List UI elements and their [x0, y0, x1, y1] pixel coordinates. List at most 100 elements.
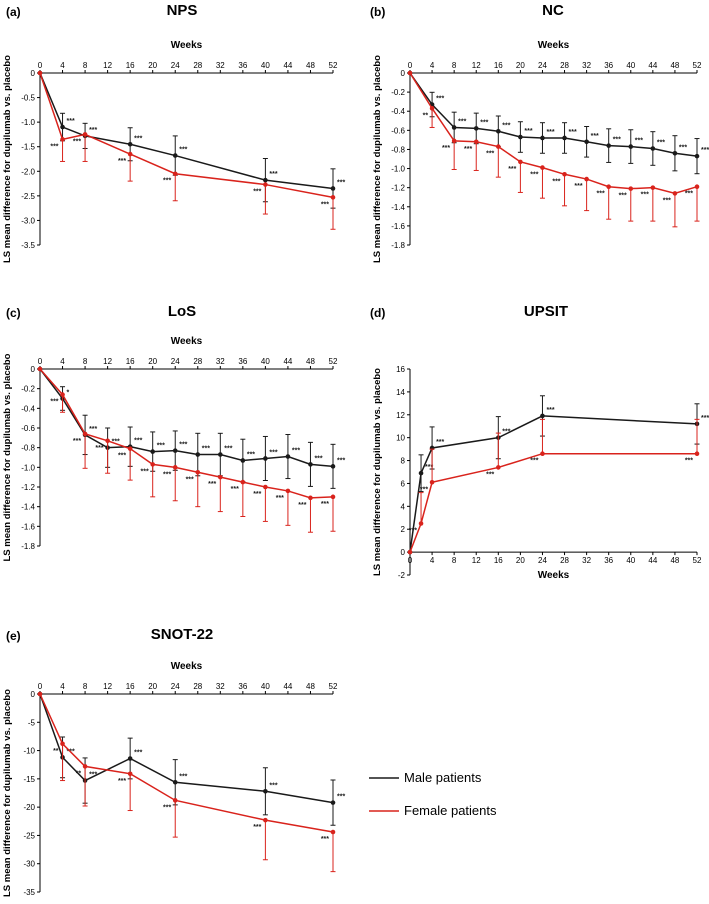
data-point	[263, 789, 268, 794]
x-tick-label: 4	[60, 61, 65, 70]
series-line	[409, 72, 698, 157]
error-bar	[650, 187, 656, 222]
x-tick-label: 20	[516, 61, 525, 70]
data-point	[240, 479, 246, 485]
data-point	[407, 70, 413, 76]
y-tick-label: 8	[401, 457, 406, 466]
x-tick-label: 40	[261, 682, 270, 691]
error-bar	[672, 193, 678, 228]
significance-label: ***	[321, 501, 329, 508]
data-point	[195, 452, 201, 457]
significance-label: ***	[657, 139, 665, 146]
y-tick-label: -1.0	[21, 118, 35, 127]
significance-label: ***	[679, 144, 687, 151]
error-bar	[105, 440, 111, 474]
x-tick-label: 20	[148, 357, 157, 366]
x-tick-label: 0	[408, 61, 413, 70]
data-point	[172, 448, 178, 453]
y-tick-label: -2.5	[21, 192, 35, 201]
y-tick-label: -5	[28, 718, 36, 727]
significance-label: ***	[641, 192, 649, 199]
error-bar	[606, 186, 612, 220]
significance-label: ***	[635, 138, 643, 145]
panel-los: (c) LoS 0 -0.2 -0.4 -0.6 -0.8 -1.0 -1.2 -1.4 -1.…	[2, 303, 345, 562]
y-tick-label: 12	[396, 411, 405, 420]
significance-label: ***	[141, 468, 149, 475]
data-point	[584, 139, 589, 145]
error-bar	[217, 432, 223, 477]
data-point	[407, 549, 413, 555]
significance-label: ***	[321, 201, 329, 208]
error-bar	[650, 131, 656, 166]
data-point	[330, 494, 336, 500]
y-tick-label: 0	[31, 69, 36, 78]
error-bar	[127, 448, 133, 481]
data-point	[584, 176, 589, 182]
significance-label: ***	[546, 129, 554, 136]
data-point	[127, 446, 133, 451]
significance-label: **	[423, 112, 429, 119]
y-tick-label: 0	[31, 690, 36, 699]
significance-label: ***	[701, 147, 709, 154]
significance-label: ***	[202, 446, 210, 453]
y-tick-label: 2	[401, 525, 406, 534]
error-bar	[60, 394, 66, 413]
x-tick-label: 8	[452, 61, 457, 70]
data-point	[540, 451, 545, 456]
significance-label: ***	[337, 457, 345, 464]
error-bar	[451, 140, 457, 171]
data-point	[82, 764, 88, 769]
x-tick-label: 24	[171, 682, 180, 691]
significance-label: ***	[269, 782, 277, 789]
x-tick-label: 0	[38, 61, 43, 70]
y-tick-label: 10	[396, 434, 405, 443]
significance-label: ***	[464, 146, 472, 153]
significance-label: ***	[134, 438, 142, 445]
data-point	[606, 143, 611, 148]
x-tick-label: 28	[193, 61, 202, 70]
data-point	[330, 829, 336, 835]
significance-label: ***	[480, 119, 488, 126]
x-tick-label: 4	[430, 556, 435, 565]
series-male: *** *** *** *** *** ***	[37, 70, 345, 209]
panel-snot22: (e) SNOT-22 0-5-10-15-20-25-30-350 4 8 12 16…	[2, 626, 345, 897]
panel-label: (b)	[370, 5, 385, 19]
data-point	[330, 195, 336, 200]
error-bar	[517, 121, 523, 153]
significance-label: ***	[530, 172, 538, 179]
significance-label: ***	[253, 491, 261, 498]
data-point	[518, 159, 523, 165]
y-tick-label: -0.2	[391, 88, 405, 97]
data-point	[263, 484, 268, 490]
significance-label: ***	[118, 778, 126, 785]
x-tick-label: 48	[670, 61, 679, 70]
significance-label: ***	[269, 171, 277, 178]
data-point	[496, 465, 501, 470]
data-point	[429, 106, 435, 111]
significance-label: ***	[253, 824, 261, 831]
error-bar	[495, 432, 501, 468]
y-tick-label: -1.4	[21, 503, 35, 512]
error-bar	[562, 174, 568, 207]
data-point	[37, 691, 43, 697]
data-point	[127, 771, 133, 777]
x-tick-label: 24	[171, 61, 180, 70]
data-point	[694, 451, 700, 456]
data-point	[562, 135, 567, 141]
error-bar	[240, 482, 246, 517]
y-tick-label: 0	[401, 548, 406, 557]
x-tick-label: 8	[83, 61, 88, 70]
significance-label: ***	[524, 128, 532, 135]
y-axis-title: LS mean difference for dupilumab vs. pla…	[372, 368, 383, 576]
x-tick-label: 20	[516, 556, 525, 565]
y-tick-label: -35	[23, 888, 35, 897]
x-tick-label: 24	[538, 556, 547, 565]
significance-label: ***	[613, 137, 621, 144]
error-bar	[418, 492, 424, 524]
data-point	[540, 165, 545, 170]
data-point	[672, 150, 678, 156]
y-tick-label: 14	[396, 388, 405, 397]
error-bar	[429, 448, 435, 483]
y-tick-label: -3.0	[21, 216, 35, 225]
significance-label: ***	[179, 773, 187, 780]
